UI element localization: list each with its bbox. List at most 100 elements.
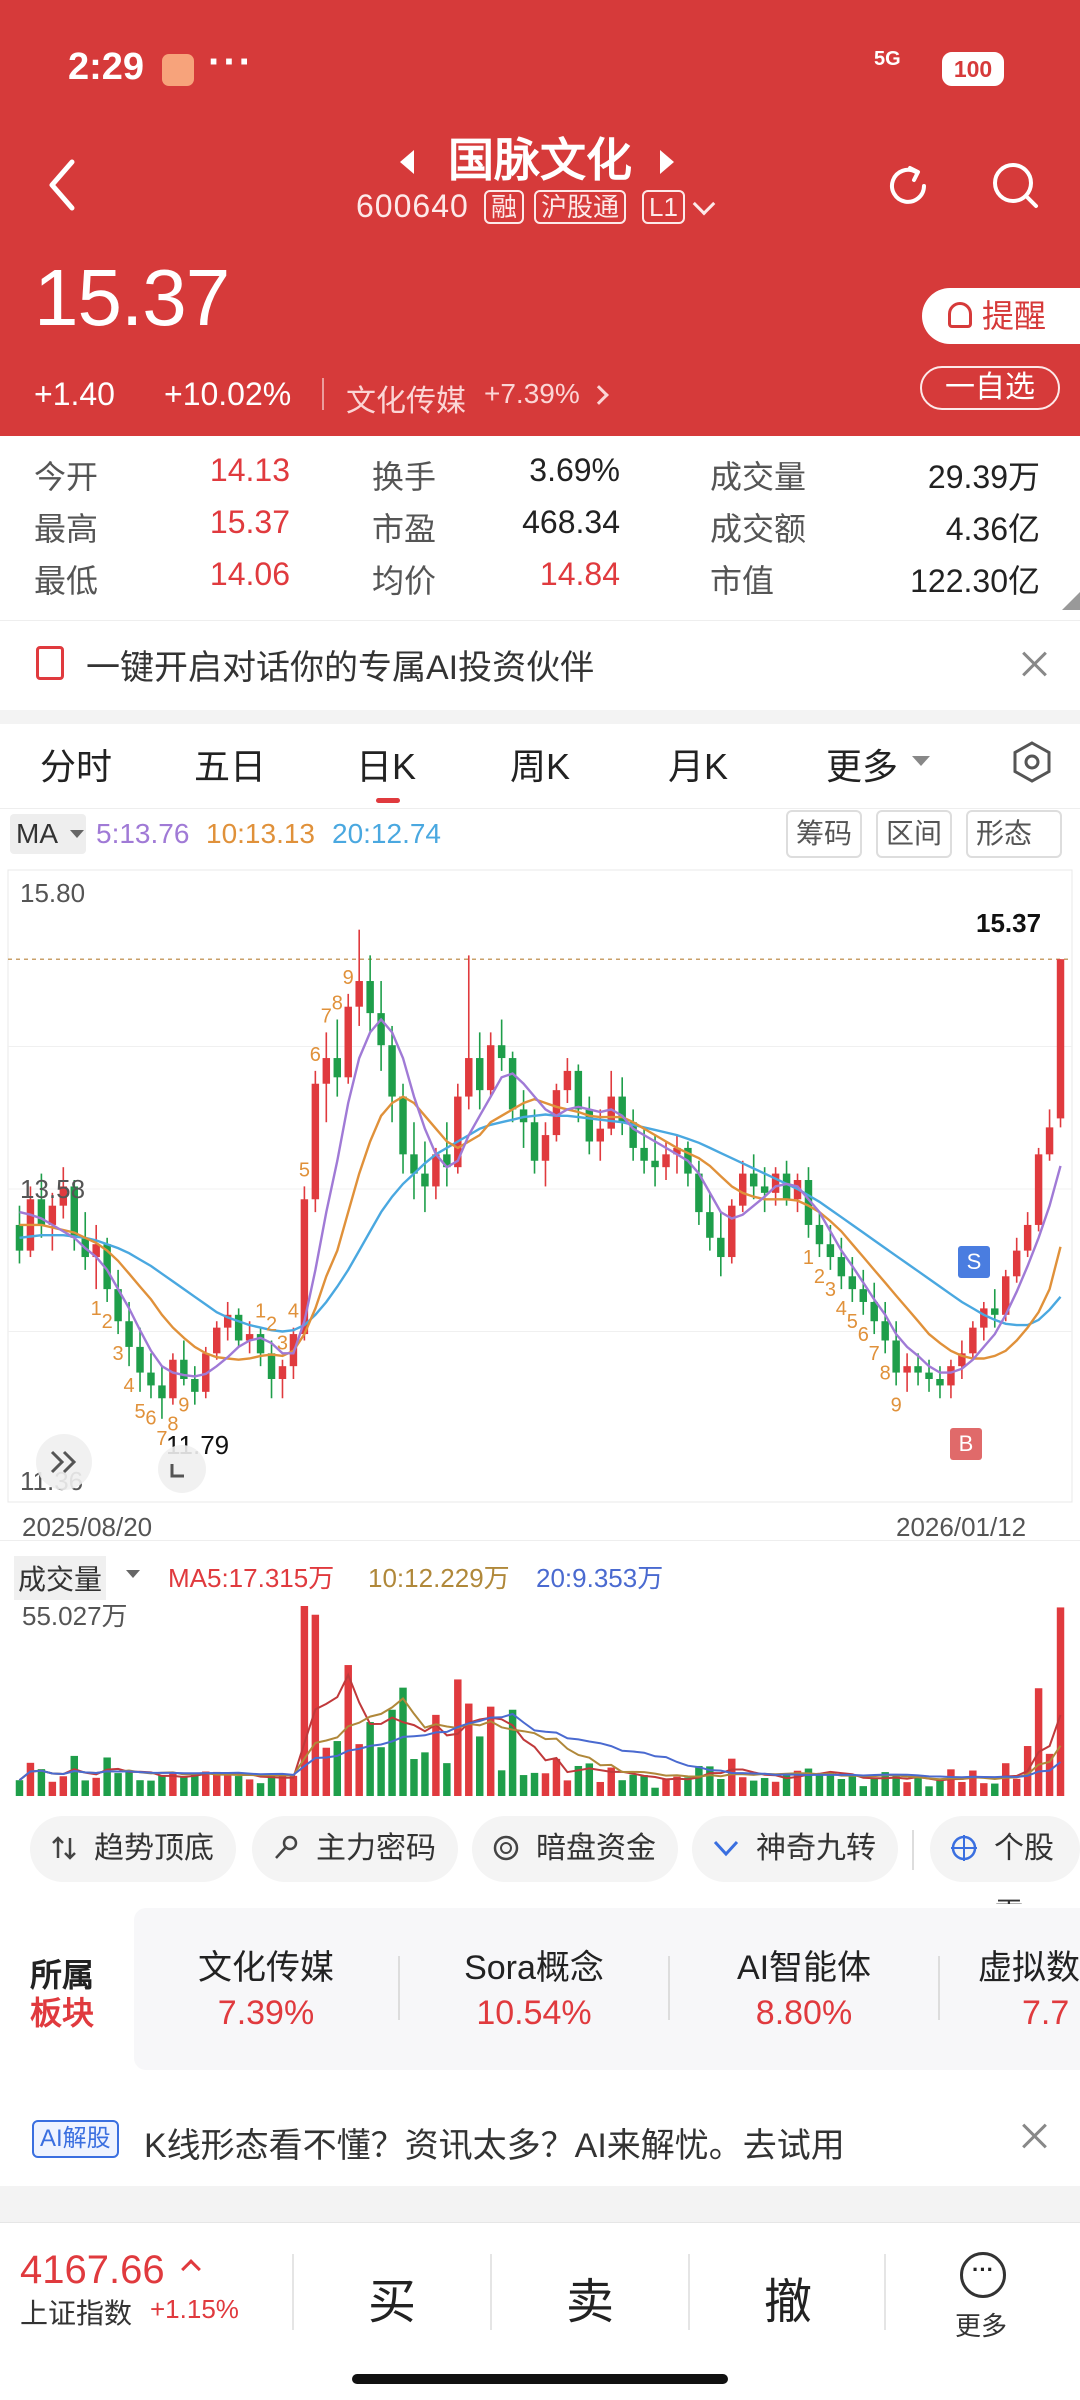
volume-bar bbox=[782, 1773, 791, 1796]
more-button[interactable]: 更多 bbox=[955, 2311, 1008, 2341]
tab-intraday[interactable]: 分时 bbox=[40, 746, 113, 787]
candle-body bbox=[859, 1289, 867, 1302]
expand-corner-icon[interactable] bbox=[1062, 592, 1080, 610]
volume-bar bbox=[267, 1774, 276, 1796]
refresh-icon[interactable] bbox=[880, 158, 936, 214]
sector-item-pct[interactable]: 7.7 bbox=[1022, 1994, 1070, 2032]
status-more-dots: ··· bbox=[208, 40, 254, 84]
volume-ma-line bbox=[18, 1672, 1062, 1782]
tab-monthly-k[interactable]: 月K bbox=[668, 746, 729, 787]
nine-turn-label: 1 bbox=[91, 1298, 102, 1320]
volume-bar bbox=[541, 1773, 550, 1796]
chart-frame bbox=[7, 869, 1073, 1503]
sector-item-pct[interactable]: 8.80% bbox=[755, 1994, 853, 2032]
sector-link[interactable]: 文化传媒 bbox=[346, 385, 466, 418]
nine-turn-label: 3 bbox=[825, 1279, 836, 1301]
stock-name: 国脉文化 bbox=[448, 134, 632, 186]
sector-item-name[interactable]: 文化传媒 bbox=[198, 1949, 334, 1987]
sector-pct[interactable]: +7.39% bbox=[484, 378, 580, 409]
sell-button[interactable]: 卖 bbox=[565, 2276, 614, 2329]
next-stock-arrow-icon[interactable] bbox=[660, 150, 674, 174]
y-axis-top-label: 15.80 bbox=[20, 878, 86, 908]
ai-banner[interactable] bbox=[0, 620, 1080, 710]
volume-bar bbox=[486, 1706, 495, 1796]
buy-button[interactable]: 买 bbox=[367, 2276, 416, 2329]
tab-weekly-k[interactable]: 周K bbox=[510, 746, 571, 787]
nine-turn-label: 2 bbox=[814, 1266, 825, 1288]
candle-body bbox=[1002, 1276, 1010, 1315]
sector-item-name[interactable]: Sora概念 bbox=[464, 1949, 604, 1987]
sector-item-pct[interactable]: 7.39% bbox=[217, 1994, 315, 2032]
volume-bar bbox=[147, 1780, 155, 1796]
volume-bar bbox=[739, 1777, 747, 1796]
more-icon[interactable]: ··· bbox=[960, 2252, 1006, 2298]
volume-bar bbox=[903, 1782, 911, 1796]
sector-cards[interactable] bbox=[134, 1908, 1080, 2070]
tool-nine-turn[interactable]: 神奇九转 bbox=[692, 1816, 898, 1882]
divider bbox=[0, 808, 1080, 809]
ma5-value: 5:13.76 bbox=[96, 818, 190, 849]
chip-range[interactable]: 区间 bbox=[876, 810, 953, 858]
vol-ma20-label: 20:9.353万 bbox=[536, 1563, 664, 1593]
ai-hint-text[interactable]: K线形态看不懂？资讯太多？AI来解忧。去试用 bbox=[144, 2127, 845, 2165]
fullscreen-icon[interactable] bbox=[152, 1444, 212, 1494]
tab-daily-k[interactable]: 日K bbox=[356, 746, 417, 787]
volume-bar bbox=[651, 1787, 659, 1796]
chip-chips[interactable]: 筹码 bbox=[786, 810, 863, 858]
cancel-order-button[interactable]: 撤 bbox=[763, 2276, 812, 2329]
bell-icon[interactable] bbox=[948, 302, 972, 328]
caret-down-icon[interactable] bbox=[912, 756, 930, 766]
caret-down-icon[interactable] bbox=[70, 830, 84, 838]
chevron-right-icon[interactable] bbox=[589, 385, 609, 405]
ma-selector[interactable]: MA bbox=[10, 814, 86, 854]
stat-label: 均价 bbox=[372, 563, 437, 599]
tab-more[interactable]: 更多 bbox=[826, 746, 899, 787]
index-name[interactable]: 上证指数 bbox=[20, 2298, 133, 2329]
close-icon[interactable] bbox=[1020, 2122, 1048, 2150]
index-value[interactable]: 4167.66 bbox=[20, 2248, 165, 2292]
level-tag[interactable]: L1 bbox=[642, 190, 685, 224]
chip-pattern[interactable]: 形态 bbox=[966, 810, 1063, 858]
nine-turn-label: 4 bbox=[836, 1298, 847, 1320]
prev-stock-arrow-icon[interactable] bbox=[400, 150, 414, 174]
volume-chart[interactable] bbox=[0, 1546, 1080, 1800]
volume-bar bbox=[936, 1780, 944, 1796]
sector-item-pct[interactable]: 10.54% bbox=[476, 1994, 592, 2032]
volume-bar bbox=[574, 1765, 583, 1796]
expand-chart-icon[interactable] bbox=[34, 1432, 94, 1492]
chevron-down-icon[interactable] bbox=[692, 192, 716, 216]
volume-selector[interactable]: 成交量 bbox=[14, 1556, 107, 1600]
vol-ma5-label: MA5:17.315万 bbox=[168, 1563, 335, 1593]
sector-item-name[interactable]: AI智能体 bbox=[736, 1949, 872, 1987]
volume-bar bbox=[815, 1774, 824, 1796]
search-icon[interactable] bbox=[988, 158, 1044, 214]
divider bbox=[912, 1830, 914, 1870]
vol-ma10-label: 10:12.229万 bbox=[368, 1563, 510, 1593]
close-icon[interactable] bbox=[1020, 650, 1048, 678]
alert-button[interactable]: 提醒 bbox=[922, 288, 1080, 344]
settings-hexagon-icon[interactable] bbox=[1010, 740, 1054, 784]
tab-five-day[interactable]: 五日 bbox=[194, 746, 267, 787]
volume-bar bbox=[749, 1780, 758, 1796]
caret-down-icon[interactable] bbox=[126, 1570, 140, 1578]
sell-signal-badge[interactable]: S bbox=[958, 1246, 990, 1278]
ai-banner-text[interactable]: 一键开启对话你的专属AI投资伙伴 bbox=[86, 649, 595, 687]
tool-trend-top-bottom[interactable]: 趋势顶底 bbox=[30, 1816, 236, 1882]
document-icon bbox=[36, 646, 64, 680]
ai-hint-banner[interactable] bbox=[0, 2092, 1080, 2182]
tool-dark-pool[interactable]: 暗盘资金 bbox=[472, 1816, 678, 1882]
buy-signal-badge[interactable]: B bbox=[950, 1428, 982, 1460]
sector-item-name[interactable]: 虚拟数 bbox=[978, 1949, 1080, 1987]
candle-body bbox=[947, 1366, 955, 1386]
volume-bar bbox=[103, 1757, 111, 1796]
candle-body bbox=[1045, 1127, 1054, 1155]
coin-icon bbox=[493, 1835, 519, 1861]
watchlist-button[interactable]: 一自选 bbox=[920, 366, 1060, 410]
candle-body bbox=[903, 1366, 911, 1373]
nine-turn-label: 2 bbox=[266, 1313, 277, 1335]
volume-bar bbox=[355, 1744, 363, 1796]
volume-bar bbox=[596, 1781, 604, 1796]
back-arrow-icon[interactable] bbox=[40, 150, 90, 220]
volume-bar bbox=[980, 1783, 988, 1796]
